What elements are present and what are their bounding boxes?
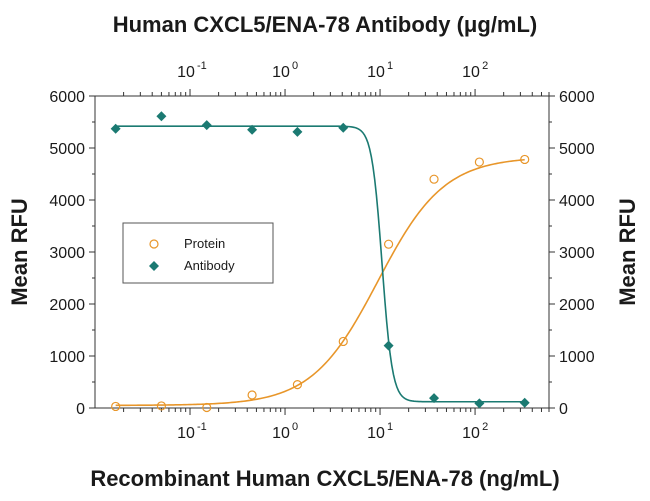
data-points xyxy=(110,111,530,413)
y-tick-label-left: 4000 xyxy=(49,193,85,210)
data-point-antibody xyxy=(519,397,530,408)
x-tick-label-bottom: 10 xyxy=(462,425,480,442)
data-point-antibody xyxy=(474,398,485,409)
fit-curves xyxy=(115,125,525,407)
legend-box xyxy=(122,222,274,284)
fit-curve-antibody xyxy=(115,125,525,403)
x-tick-exponent-top: 2 xyxy=(482,60,488,72)
data-point-antibody xyxy=(292,126,303,137)
data-point-protein xyxy=(292,380,303,390)
x-tick-exponent-bottom: 0 xyxy=(292,421,298,433)
x-tick-label-bottom: 10 xyxy=(272,425,290,442)
data-point-protein xyxy=(202,402,212,413)
x-tick-exponent-bottom: -1 xyxy=(197,421,207,433)
y-tick-label-left: 6000 xyxy=(49,89,85,106)
y-tick-label-right: 3000 xyxy=(559,245,595,262)
legend-protein-marker xyxy=(149,239,159,249)
data-point-antibody xyxy=(383,340,394,351)
data-point-protein xyxy=(520,154,530,165)
chart-title: Human CXCL5/ENA-78 Antibody (μg/mL) xyxy=(113,12,538,37)
data-point-antibody xyxy=(247,124,258,135)
y-tick-label-right: 5000 xyxy=(559,141,595,158)
x-tick-label-bottom: 10 xyxy=(177,425,195,442)
x-axis-label: Recombinant Human CXCL5/ENA-78 (ng/mL) xyxy=(90,466,559,491)
x-tick-label-top: 10 xyxy=(272,64,290,81)
y-tick-label-right: 6000 xyxy=(559,89,595,106)
y-tick-label-left: 2000 xyxy=(49,297,85,314)
legend: Protein Antibody xyxy=(122,222,274,284)
data-point-antibody xyxy=(110,123,121,134)
data-point-protein xyxy=(156,401,167,411)
x-tick-label-top: 10 xyxy=(462,64,480,81)
legend-antibody-label: Antibody xyxy=(184,258,235,273)
x-tick-exponent-top: -1 xyxy=(197,60,207,72)
data-point-antibody xyxy=(156,111,167,122)
y-tick-label-left: 5000 xyxy=(49,141,85,158)
fit-curve-protein xyxy=(115,158,525,407)
x-tick-exponent-bottom: 1 xyxy=(387,421,393,433)
y-tick-label-left: 3000 xyxy=(49,245,85,262)
legend-protein-label: Protein xyxy=(184,236,225,251)
data-point-protein xyxy=(429,174,439,184)
data-point-protein xyxy=(474,157,484,167)
x-tick-label-top: 10 xyxy=(367,64,385,81)
y-tick-label-right: 4000 xyxy=(559,193,595,210)
data-point-protein xyxy=(383,239,394,249)
data-point-protein xyxy=(111,401,121,412)
data-point-antibody xyxy=(429,393,440,404)
data-point-protein xyxy=(247,390,257,400)
data-point-antibody xyxy=(201,120,212,131)
x-tick-exponent-top: 1 xyxy=(387,60,393,72)
legend-antibody-marker xyxy=(149,261,159,271)
y-axis-label-left: Mean RFU xyxy=(7,198,32,306)
data-point-antibody xyxy=(338,122,349,133)
y-axis-label-right: Mean RFU xyxy=(615,198,640,306)
x-tick-label-top: 10 xyxy=(177,64,195,81)
x-tick-exponent-bottom: 2 xyxy=(482,421,488,433)
x-tick-label-bottom: 10 xyxy=(367,425,385,442)
y-tick-label-right: 1000 xyxy=(559,349,595,366)
y-tick-label-left: 1000 xyxy=(49,349,85,366)
data-point-protein xyxy=(338,336,348,347)
x-tick-exponent-top: 0 xyxy=(292,60,298,72)
y-tick-label-left: 0 xyxy=(76,401,85,418)
y-tick-label-right: 0 xyxy=(559,401,568,418)
y-tick-label-right: 2000 xyxy=(559,297,595,314)
